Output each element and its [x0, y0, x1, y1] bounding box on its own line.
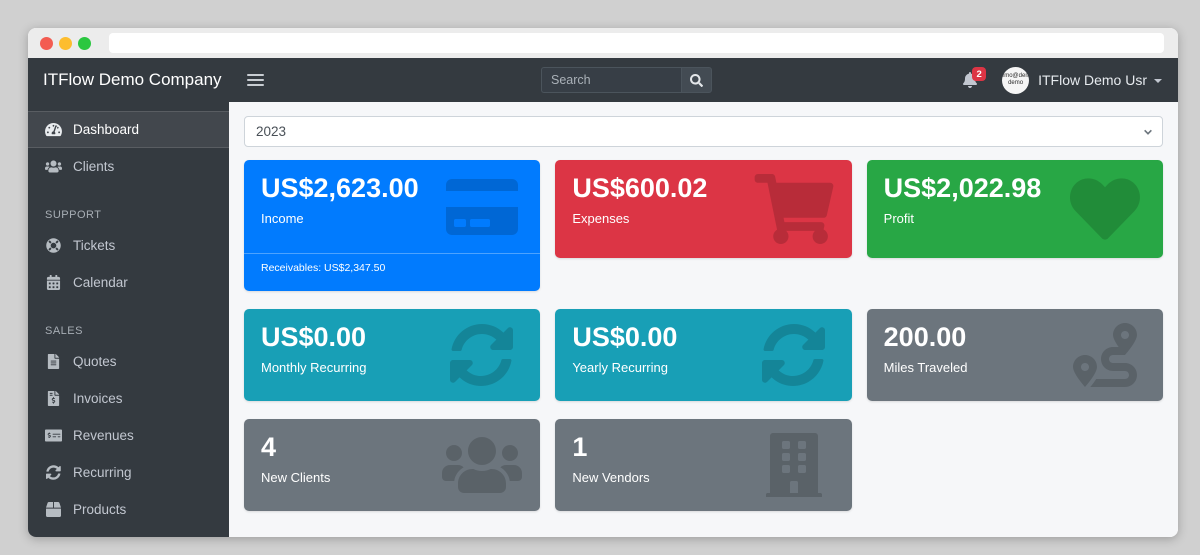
sidebar-item-invoices[interactable]: Invoices: [28, 380, 229, 417]
card-label: New Clients: [261, 470, 331, 486]
chevron-down-icon: [1154, 79, 1162, 83]
sidebar-item-label: Products: [73, 502, 127, 517]
credit-card-icon: [442, 175, 522, 239]
sidebar-item-label: Dashboard: [73, 122, 140, 137]
window-controls: [40, 36, 91, 50]
income-card: US$2,623.00 Income Receivables: US$2,347…: [244, 160, 541, 291]
card-value: US$2,022.98: [883, 173, 1042, 203]
card-label: Profit: [883, 211, 914, 227]
users-icon: [442, 433, 522, 497]
heart-icon: [1065, 174, 1145, 244]
sync-icon: [754, 323, 834, 387]
calendar-icon: [45, 275, 62, 290]
card-footer: Receivables: US$2,347.50: [244, 253, 541, 291]
year-select-wrap: 2023: [244, 116, 1163, 147]
sidebar-item-dashboard[interactable]: Dashboard: [28, 111, 229, 148]
route-icon: [1065, 323, 1145, 387]
sync-icon: [45, 465, 62, 480]
address-bar[interactable]: [109, 33, 1164, 53]
card-value: 200.00: [883, 322, 967, 352]
card-label: Yearly Recurring: [572, 360, 668, 376]
year-select[interactable]: 2023: [244, 116, 1163, 147]
main-column: 2 demo@demo demo ITFlow Demo Usr 2023: [229, 58, 1178, 537]
sidebar-item-calendar[interactable]: Calendar: [28, 264, 229, 301]
box-icon: [45, 502, 62, 517]
brand-title: ITFlow Demo Company: [43, 70, 222, 89]
sidebar-item-label: Invoices: [73, 391, 123, 406]
sidebar-item-revenues[interactable]: Revenues: [28, 417, 229, 454]
gauge-icon: [45, 122, 62, 137]
browser-chrome-bar: [28, 28, 1178, 58]
card-value: US$0.00: [572, 322, 678, 352]
sidebar-item-label: Recurring: [73, 465, 132, 480]
maximize-window-button[interactable]: [78, 36, 91, 50]
close-window-button[interactable]: [40, 36, 53, 50]
card-label: Miles Traveled: [883, 360, 968, 376]
search-button[interactable]: [681, 67, 712, 93]
money-check-icon: [45, 428, 62, 443]
card-label: Expenses: [572, 211, 630, 227]
stat-cards-grid: US$2,623.00 Income Receivables: US$2,347…: [244, 160, 1163, 511]
profit-card: US$2,022.98 Profit: [866, 160, 1163, 258]
sidebar: ITFlow Demo Company Dashboard Clients SU…: [28, 58, 229, 537]
sidebar-menu: Dashboard Clients SUPPORT Tickets Calend…: [28, 102, 229, 528]
card-label: Monthly Recurring: [261, 360, 367, 376]
life-ring-icon: [45, 238, 62, 253]
user-menu[interactable]: ITFlow Demo Usr: [1038, 72, 1162, 88]
card-value: 1: [572, 432, 588, 462]
sidebar-item-label: Calendar: [73, 275, 128, 290]
dashboard-content: 2023 US$2,623.00 Income Receivables: US$…: [229, 102, 1178, 537]
browser-window: ITFlow Demo Company Dashboard Clients SU…: [28, 28, 1178, 537]
sidebar-item-label: Revenues: [73, 428, 134, 443]
expenses-card: US$600.02 Expenses: [555, 160, 852, 258]
user-name-label: ITFlow Demo Usr: [1038, 72, 1147, 88]
sidebar-section-support: SUPPORT: [45, 209, 102, 221]
top-navbar: 2 demo@demo demo ITFlow Demo Usr: [229, 58, 1178, 102]
card-label: Income: [261, 211, 304, 227]
sidebar-item-tickets[interactable]: Tickets: [28, 227, 229, 264]
sidebar-item-quotes[interactable]: Quotes: [28, 343, 229, 380]
shopping-cart-icon: [754, 174, 834, 244]
sidebar-toggle-button[interactable]: [247, 71, 264, 89]
sync-icon: [442, 323, 522, 387]
file-lines-icon: [45, 354, 62, 369]
sidebar-item-clients[interactable]: Clients: [28, 148, 229, 185]
avatar[interactable]: demo@demo demo: [1002, 66, 1030, 94]
new-vendors-card: 1 New Vendors: [555, 419, 852, 511]
notification-badge: 2: [972, 67, 987, 81]
search-input[interactable]: [541, 67, 681, 93]
sidebar-item-products[interactable]: Products: [28, 491, 229, 528]
sidebar-item-label: Clients: [73, 159, 115, 174]
yearly-recurring-card: US$0.00 Yearly Recurring: [555, 309, 852, 401]
card-value: US$0.00: [261, 322, 367, 352]
notifications-button[interactable]: 2: [962, 67, 987, 88]
navbar-search: [541, 67, 712, 93]
search-icon: [690, 74, 703, 87]
file-invoice-dollar-icon: [45, 391, 62, 406]
app-root: ITFlow Demo Company Dashboard Clients SU…: [28, 58, 1178, 537]
monthly-recurring-card: US$0.00 Monthly Recurring: [244, 309, 541, 401]
sidebar-item-label: Quotes: [73, 354, 117, 369]
avatar-text-line1: demo@demo: [1002, 72, 1030, 79]
users-icon: [45, 159, 62, 174]
sidebar-item-label: Tickets: [73, 238, 116, 253]
sidebar-item-recurring[interactable]: Recurring: [28, 454, 229, 491]
navbar-right: 2 demo@demo demo ITFlow Demo Usr: [962, 66, 1162, 94]
card-value: US$600.02: [572, 173, 708, 203]
new-clients-card: 4 New Clients: [244, 419, 541, 511]
building-icon: [754, 433, 834, 497]
miles-traveled-card: 200.00 Miles Traveled: [866, 309, 1163, 401]
avatar-text-line2: demo: [1008, 80, 1024, 86]
minimize-window-button[interactable]: [59, 36, 72, 50]
card-value: 4: [261, 432, 277, 462]
sidebar-section-sales: SALES: [45, 325, 83, 337]
card-label: New Vendors: [572, 470, 650, 486]
card-value: US$2,623.00: [261, 173, 419, 203]
